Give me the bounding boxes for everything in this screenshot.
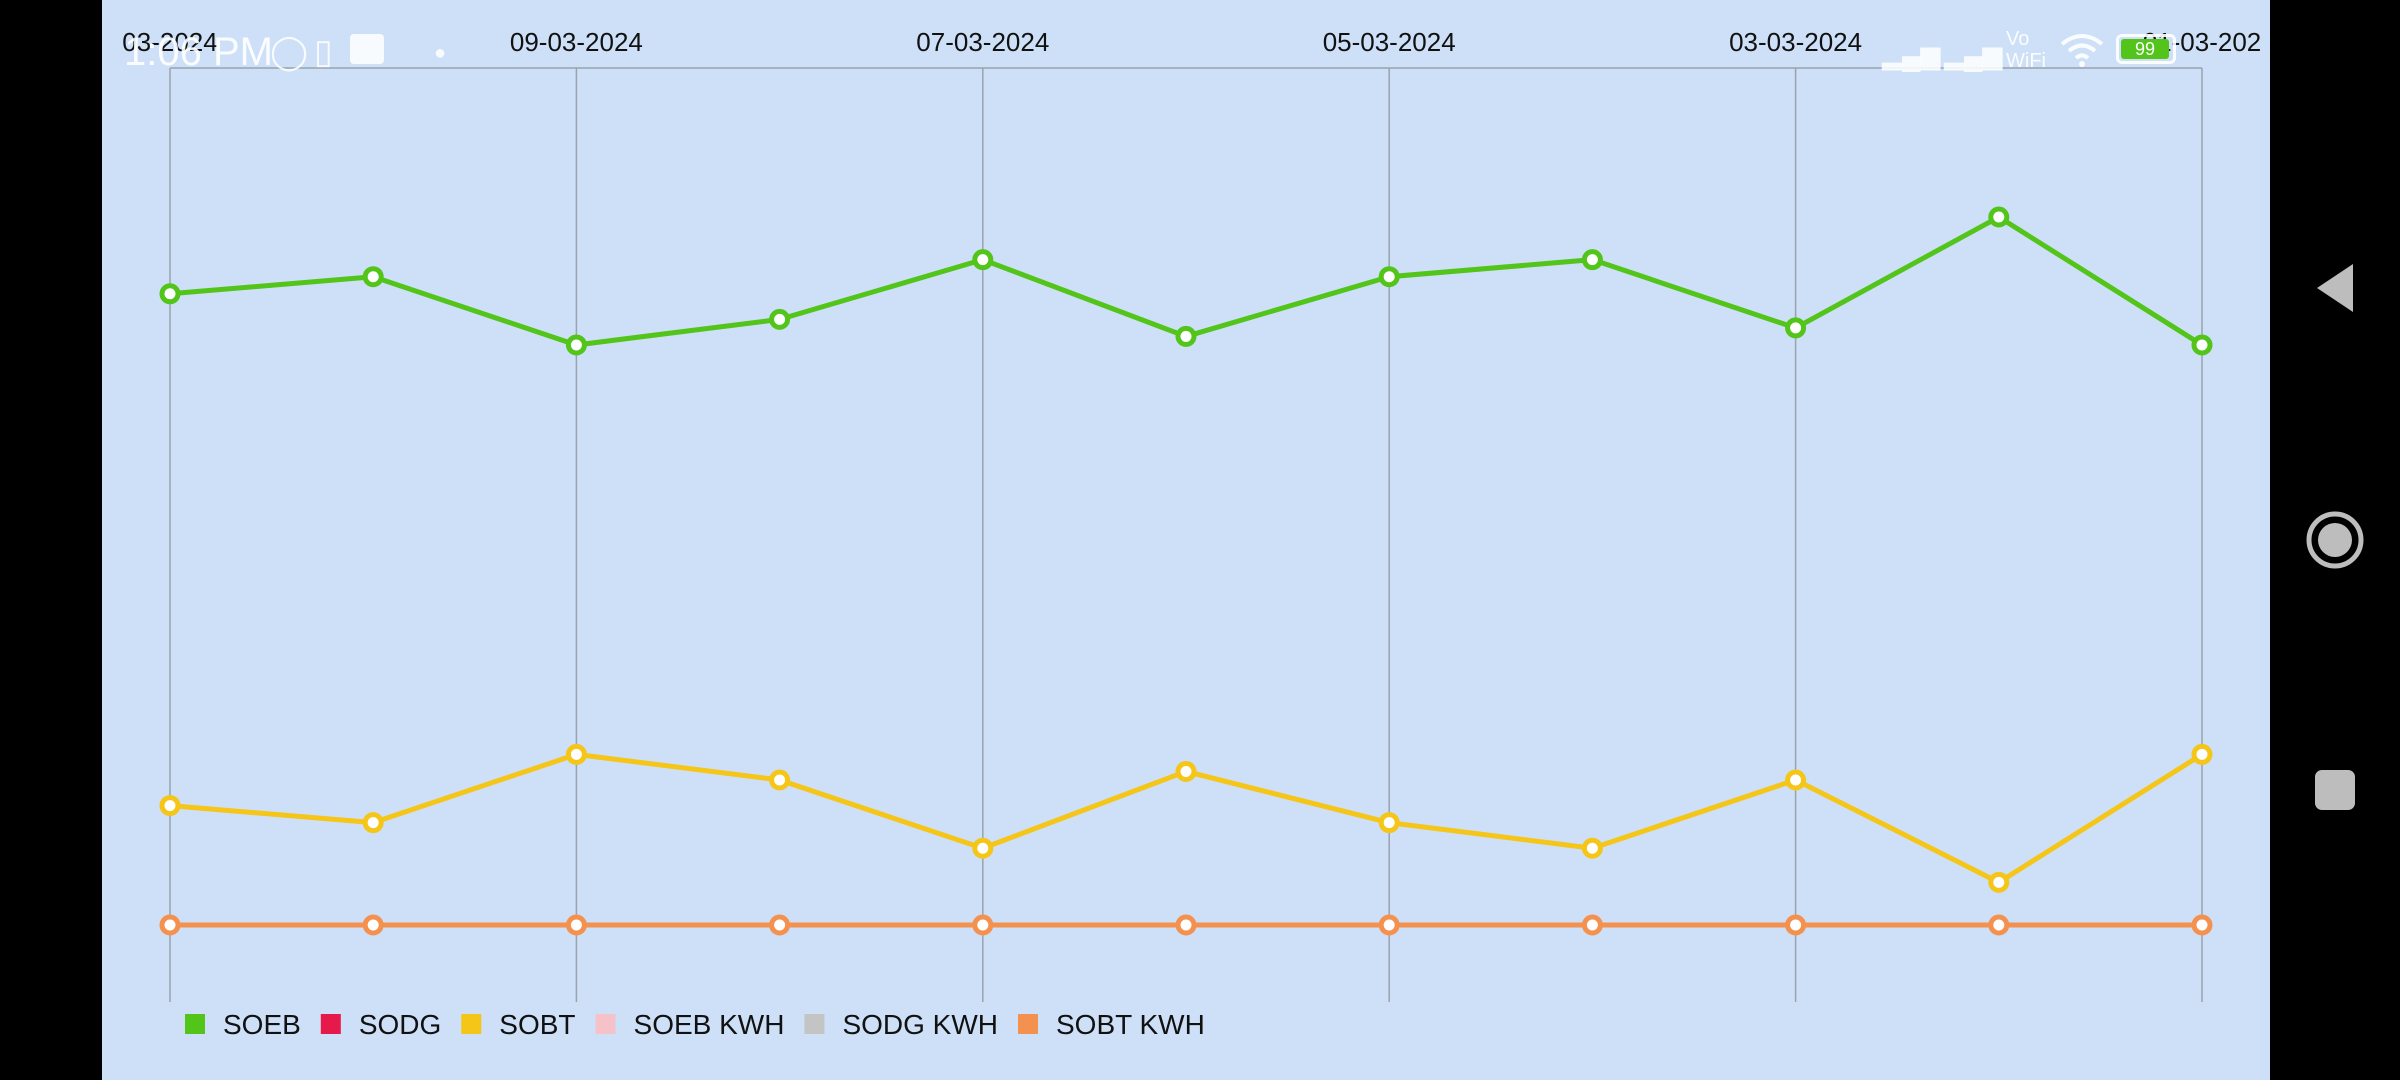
chart-view: 03-2024 09-03-2024 07-03-2024 05-03-2024 03-… — [102, 0, 2270, 1080]
x-tick-label: 09-03-2024 — [510, 27, 643, 57]
legend-swatch-sobt — [461, 1014, 482, 1034]
data-point-sobt — [972, 837, 994, 859]
recents-button[interactable] — [2270, 730, 2400, 850]
x-tick-label: 03-03-2024 — [1729, 27, 1862, 57]
legend-label-soeb: SOEB — [223, 1009, 301, 1040]
data-point-sobt — [2191, 743, 2213, 765]
legend-label-sodg: SODG — [359, 1009, 441, 1040]
data-point-soeb — [2191, 334, 2213, 356]
data-point-sobt-kwh — [565, 914, 587, 936]
data-point-sobt — [769, 769, 791, 791]
home-button[interactable] — [2270, 480, 2400, 600]
legend-label-sobt: SOBT — [499, 1009, 575, 1040]
data-point-soeb — [1988, 206, 2010, 228]
data-point-sobt-kwh — [1988, 914, 2010, 936]
data-point-sobt — [1581, 837, 1603, 859]
legend-label-soeb-kwh: SOEB KWH — [634, 1009, 785, 1040]
series-line-soeb — [169, 214, 2204, 348]
data-point-sobt — [1378, 812, 1400, 834]
data-point-sobt — [565, 743, 587, 765]
data-point-soeb — [972, 249, 994, 271]
data-point-sobt-kwh — [1785, 914, 1807, 936]
data-point-sobt-kwh — [769, 914, 791, 936]
x-tick-label: 03-2024 — [122, 27, 217, 57]
legend-swatch-soeb — [185, 1014, 205, 1034]
legend-swatch-sobt-kwh — [1018, 1014, 1038, 1034]
back-button[interactable] — [2270, 228, 2400, 348]
data-point-soeb — [1581, 249, 1603, 271]
legend-label-sobt-kwh: SOBT KWH — [1056, 1009, 1205, 1040]
data-point-sobt — [1785, 769, 1807, 791]
data-point-soeb — [769, 308, 791, 330]
line-chart: 03-2024 09-03-2024 07-03-2024 05-03-2024 03-… — [122, 27, 2262, 1040]
data-point-sobt-kwh — [972, 914, 994, 936]
data-point-sobt-kwh — [1378, 914, 1400, 936]
navigation-bar — [2270, 0, 2400, 1080]
data-point-soeb — [1378, 266, 1400, 288]
data-point-sobt — [1175, 760, 1197, 782]
data-point-sobt — [362, 812, 384, 834]
x-tick-label: 07-03-2024 — [916, 27, 1049, 57]
legend-swatch-sodg-kwh — [804, 1014, 825, 1034]
back-icon — [2317, 264, 2353, 312]
data-point-sobt-kwh — [1175, 914, 1197, 936]
x-tick-label: 01-03-202 — [2143, 27, 2262, 57]
data-point-sobt — [159, 795, 181, 817]
data-point-soeb — [362, 266, 384, 288]
data-point-sobt-kwh — [362, 914, 384, 936]
data-point-sobt-kwh — [2191, 914, 2213, 936]
recents-icon — [2315, 770, 2355, 810]
data-point-soeb — [159, 283, 181, 305]
data-point-soeb — [1175, 325, 1197, 347]
legend-swatch-sodg — [320, 1014, 341, 1034]
data-point-sobt — [1988, 871, 2010, 893]
x-tick-label: 05-03-2024 — [1323, 27, 1456, 57]
data-point-soeb — [1785, 317, 1807, 339]
data-point-sobt-kwh — [159, 914, 181, 936]
legend-label-sodg-kwh: SODG KWH — [842, 1009, 998, 1040]
home-icon — [2306, 511, 2364, 569]
data-point-sobt-kwh — [1581, 914, 1603, 936]
data-point-soeb — [565, 334, 587, 356]
legend-swatch-soeb-kwh — [595, 1014, 616, 1034]
